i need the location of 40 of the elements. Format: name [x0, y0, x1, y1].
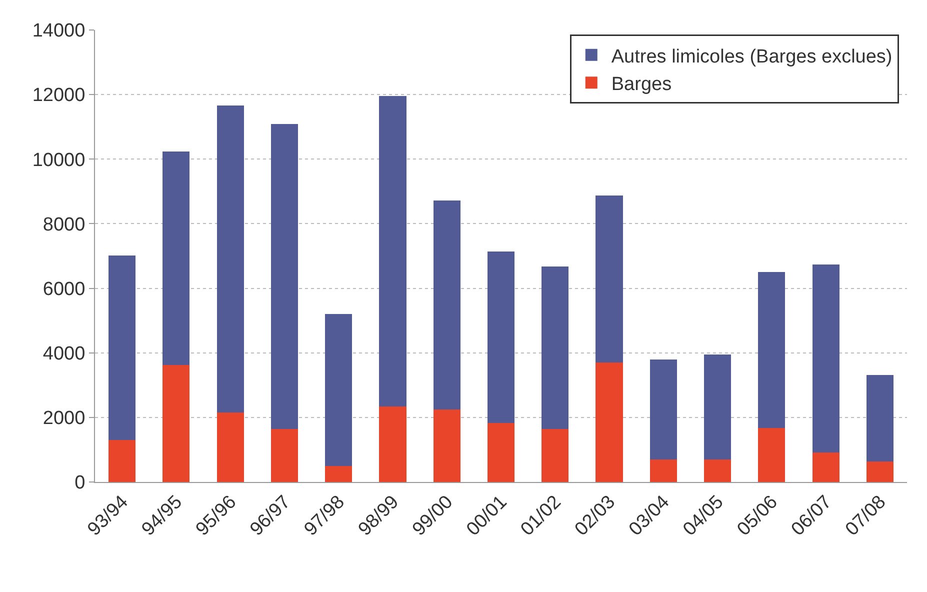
y-tick-label: 6000 — [42, 278, 86, 300]
bar — [704, 354, 732, 460]
bar — [433, 200, 460, 410]
legend-label: Autres limicoles (Barges exclues) — [611, 46, 892, 68]
y-tick-label: 4000 — [42, 344, 86, 365]
bar — [162, 364, 190, 482]
y-tick-label: 8000 — [42, 214, 86, 236]
bar — [812, 264, 840, 452]
bar — [270, 124, 298, 430]
y-tick-label: 2000 — [42, 408, 86, 430]
bar — [596, 362, 623, 482]
bar — [162, 151, 190, 365]
bar — [650, 360, 677, 460]
bar — [704, 459, 732, 482]
bar — [216, 412, 244, 482]
bar — [325, 314, 352, 466]
y-tick-label: 12000 — [32, 85, 86, 106]
bar — [487, 422, 515, 482]
y-tick-label: 10000 — [32, 150, 86, 171]
y-tick-label: 0 — [74, 472, 86, 494]
bar — [379, 96, 406, 406]
bar — [866, 374, 894, 462]
legend-label: Barges — [611, 74, 672, 95]
bar — [866, 462, 894, 482]
bar — [758, 272, 786, 428]
bar — [812, 452, 840, 482]
bar — [108, 440, 136, 482]
bar — [487, 251, 515, 423]
bar — [216, 106, 244, 413]
bar — [379, 406, 406, 482]
bar — [542, 266, 569, 430]
bar — [325, 466, 352, 482]
bar — [596, 195, 623, 363]
bar — [650, 459, 677, 482]
bar — [758, 428, 786, 482]
bar — [542, 429, 569, 482]
bar — [108, 255, 136, 440]
y-tick-label: 14000 — [32, 20, 86, 42]
bar — [270, 429, 298, 482]
bar — [433, 410, 460, 482]
